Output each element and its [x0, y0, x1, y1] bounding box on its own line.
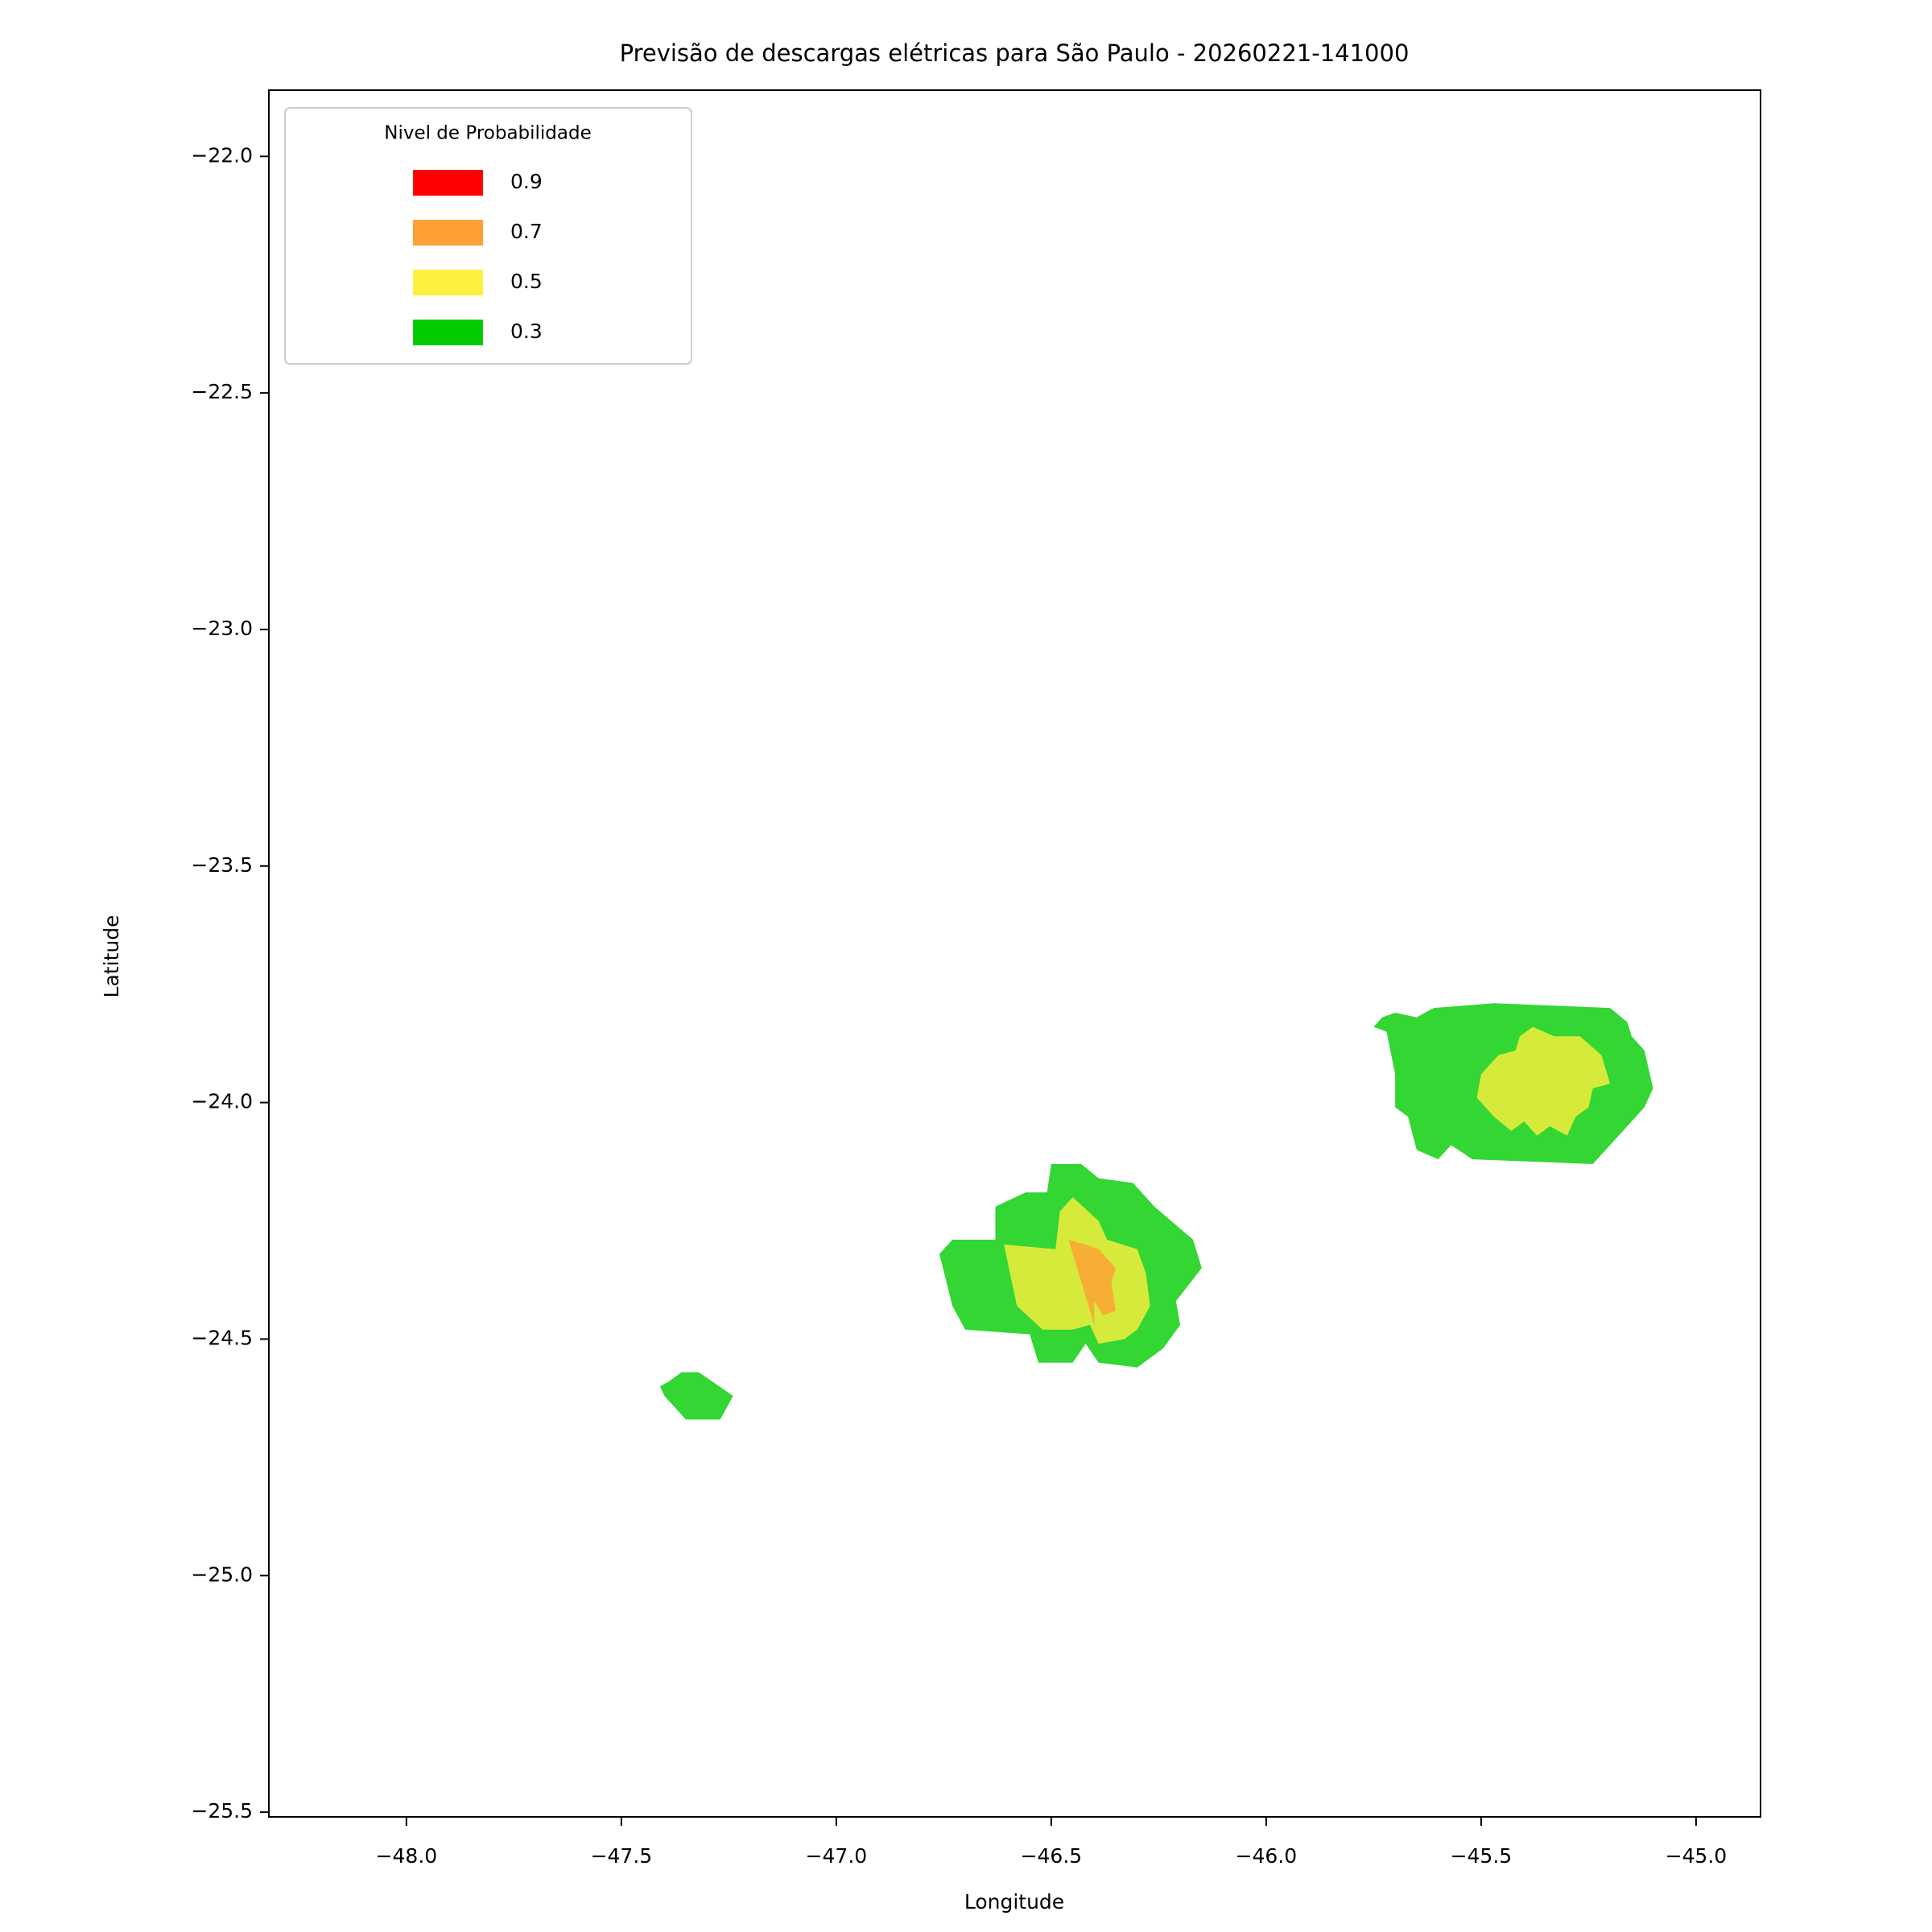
contour-region — [659, 1372, 733, 1420]
x-axis-label: Longitude — [964, 1890, 1064, 1913]
legend-swatch — [413, 170, 483, 196]
x-tick-label: −45.0 — [1666, 1844, 1728, 1868]
chart-title: Previsão de descargas elétricas para São… — [620, 39, 1410, 67]
legend-label: 0.7 — [510, 220, 543, 243]
plot-frame — [268, 89, 1761, 1818]
x-tick-label: −46.5 — [1021, 1844, 1083, 1868]
legend-box — [284, 107, 692, 365]
legend-swatch — [413, 270, 483, 295]
x-tick-label: −47.0 — [806, 1844, 868, 1868]
contour-region — [1068, 1240, 1116, 1325]
y-tick-label: −25.5 — [191, 1799, 253, 1823]
x-tick-label: −48.0 — [376, 1844, 438, 1868]
legend-title: Nivel de Probabilidade — [384, 123, 592, 144]
y-tick-label: −22.5 — [191, 380, 253, 403]
y-tick-label: −24.0 — [191, 1090, 253, 1113]
x-tick-label: −45.5 — [1451, 1844, 1513, 1868]
x-tick-label: −47.5 — [591, 1844, 653, 1868]
y-tick-label: −25.0 — [191, 1563, 253, 1586]
y-tick-label: −24.5 — [191, 1326, 253, 1349]
contour-region — [1476, 1026, 1611, 1136]
y-tick-label: −23.0 — [191, 617, 253, 640]
legend-label: 0.3 — [510, 320, 543, 343]
legend-label: 0.5 — [510, 270, 543, 293]
regions — [659, 1003, 1653, 1420]
y-axis-label: Latitude — [100, 915, 123, 998]
legend-label: 0.9 — [510, 170, 543, 193]
legend: Nivel de Probabilidade 0.9 0.7 0.5 0.3 — [284, 107, 692, 365]
legend-swatch — [413, 220, 483, 246]
y-tick-label: −22.0 — [191, 143, 253, 167]
x-tick-label: −46.0 — [1236, 1844, 1298, 1868]
legend-swatch — [413, 320, 483, 345]
y-tick-label: −23.5 — [191, 853, 253, 877]
